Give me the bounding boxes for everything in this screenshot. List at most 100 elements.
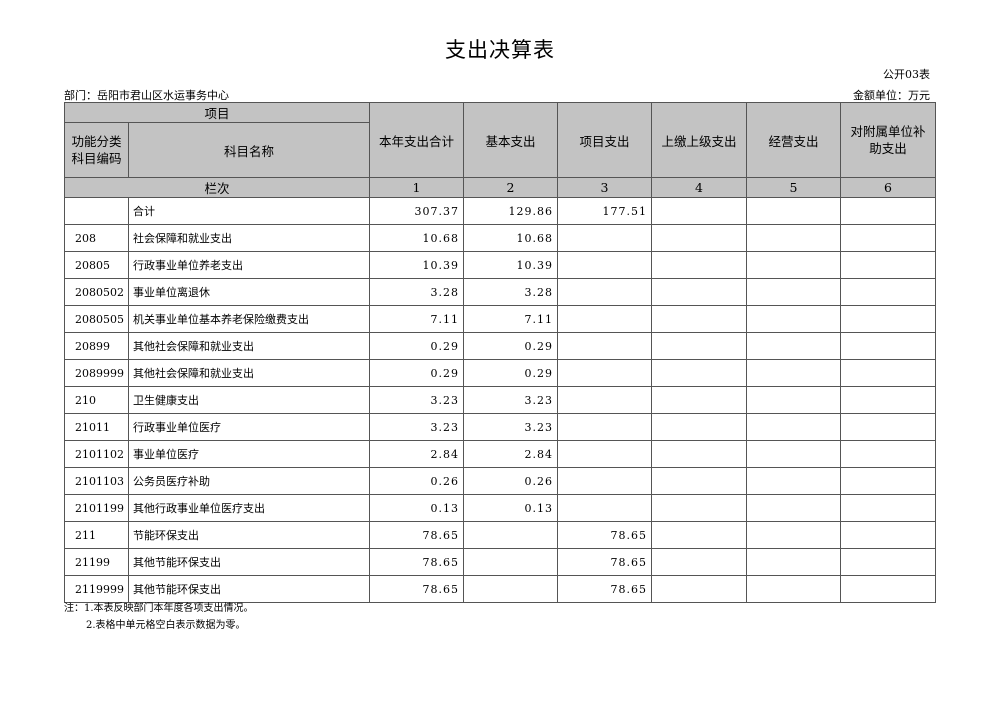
empty-cell-5 <box>746 467 841 495</box>
empty-cell-4 <box>651 251 747 279</box>
project-cell <box>557 251 652 279</box>
code-cell: 20805 <box>64 251 129 279</box>
name-cell: 行政事业单位医疗 <box>128 413 370 441</box>
project-cell <box>557 278 652 306</box>
code-cell: 208 <box>64 224 129 252</box>
header-col2: 基本支出 <box>463 102 558 178</box>
total-cell: 78.65 <box>369 548 464 576</box>
header-row-label: 栏次 <box>64 177 370 198</box>
basic-cell: 0.29 <box>463 332 558 360</box>
empty-cell-5 <box>746 548 841 576</box>
empty-cell-5 <box>746 440 841 468</box>
header-col1: 本年支出合计 <box>369 102 464 178</box>
empty-cell-6 <box>840 359 936 387</box>
empty-cell-4 <box>651 440 747 468</box>
empty-cell-6 <box>840 197 936 225</box>
project-cell <box>557 332 652 360</box>
col-number: 1 <box>369 177 464 198</box>
col-number: 2 <box>463 177 558 198</box>
table-row: 2101102 事业单位医疗 2.84 2.84 <box>64 440 936 468</box>
empty-cell-6 <box>840 440 936 468</box>
project-cell <box>557 413 652 441</box>
project-cell <box>557 440 652 468</box>
project-cell <box>557 224 652 252</box>
name-cell: 事业单位医疗 <box>128 440 370 468</box>
code-cell: 21011 <box>64 413 129 441</box>
empty-cell-5 <box>746 197 841 225</box>
project-cell <box>557 494 652 522</box>
table-row: 210 卫生健康支出 3.23 3.23 <box>64 386 936 414</box>
basic-cell: 0.26 <box>463 467 558 495</box>
empty-cell-4 <box>651 548 747 576</box>
page-title: 支出决算表 <box>445 38 555 62</box>
name-cell: 其他社会保障和就业支出 <box>128 332 370 360</box>
code-cell: 211 <box>64 521 129 549</box>
note-2: 2.表格中单元格空白表示数据为零。 <box>86 620 246 631</box>
name-cell: 合计 <box>128 197 370 225</box>
table-row: 20899 其他社会保障和就业支出 0.29 0.29 <box>64 332 936 360</box>
empty-cell-6 <box>840 386 936 414</box>
name-cell: 节能环保支出 <box>128 521 370 549</box>
empty-cell-5 <box>746 359 841 387</box>
table-row: 211 节能环保支出 78.65 78.65 <box>64 521 936 549</box>
code-cell: 2080505 <box>64 305 129 333</box>
empty-cell-4 <box>651 305 747 333</box>
name-cell: 其他行政事业单位医疗支出 <box>128 494 370 522</box>
code-cell <box>64 197 129 225</box>
total-cell: 0.26 <box>369 467 464 495</box>
name-cell: 其他节能环保支出 <box>128 548 370 576</box>
note-1: 注：1.本表反映部门本年度各项支出情况。 <box>64 603 254 614</box>
empty-cell-6 <box>840 548 936 576</box>
basic-cell: 10.68 <box>463 224 558 252</box>
empty-cell-6 <box>840 494 936 522</box>
empty-cell-5 <box>746 278 841 306</box>
empty-cell-4 <box>651 467 747 495</box>
table-row: 2101103 公务员医疗补助 0.26 0.26 <box>64 467 936 495</box>
empty-cell-5 <box>746 251 841 279</box>
project-cell <box>557 305 652 333</box>
table-row: 合计 307.37 129.86 177.51 <box>64 197 936 225</box>
total-cell: 0.13 <box>369 494 464 522</box>
basic-cell: 0.13 <box>463 494 558 522</box>
name-cell: 行政事业单位养老支出 <box>128 251 370 279</box>
code-cell: 210 <box>64 386 129 414</box>
project-cell <box>557 467 652 495</box>
code-cell: 2101199 <box>64 494 129 522</box>
project-cell <box>557 386 652 414</box>
empty-cell-4 <box>651 278 747 306</box>
empty-cell-6 <box>840 467 936 495</box>
empty-cell-5 <box>746 494 841 522</box>
empty-cell-4 <box>651 332 747 360</box>
table-row: 2080502 事业单位离退休 3.28 3.28 <box>64 278 936 306</box>
basic-cell: 129.86 <box>463 197 558 225</box>
empty-cell-4 <box>651 494 747 522</box>
empty-cell-4 <box>651 413 747 441</box>
notes: 注：1.本表反映部门本年度各项支出情况。 2.表格中单元格空白表示数据为零。 <box>64 600 254 634</box>
total-cell: 3.28 <box>369 278 464 306</box>
total-cell: 0.29 <box>369 359 464 387</box>
basic-cell: 3.28 <box>463 278 558 306</box>
total-cell: 10.68 <box>369 224 464 252</box>
name-cell: 社会保障和就业支出 <box>128 224 370 252</box>
empty-cell-6 <box>840 305 936 333</box>
header-col4: 上缴上级支出 <box>651 102 747 178</box>
total-cell: 0.29 <box>369 332 464 360</box>
empty-cell-5 <box>746 305 841 333</box>
table-row: 2089999 其他社会保障和就业支出 0.29 0.29 <box>64 359 936 387</box>
name-cell: 其他社会保障和就业支出 <box>128 359 370 387</box>
expenditure-table: 项目 本年支出合计 基本支出 项目支出 上缴上级支出 经营支出 对附属单位补助支… <box>64 102 936 603</box>
basic-cell: 0.29 <box>463 359 558 387</box>
empty-cell-5 <box>746 332 841 360</box>
basic-cell: 10.39 <box>463 251 558 279</box>
empty-cell-6 <box>840 251 936 279</box>
header-name: 科目名称 <box>128 122 370 178</box>
header-code: 功能分类科目编码 <box>64 122 129 178</box>
empty-cell-4 <box>651 224 747 252</box>
empty-cell-6 <box>840 332 936 360</box>
empty-cell-6 <box>840 521 936 549</box>
empty-cell-4 <box>651 359 747 387</box>
basic-cell: 3.23 <box>463 413 558 441</box>
project-cell: 78.65 <box>557 575 652 603</box>
project-cell: 78.65 <box>557 521 652 549</box>
